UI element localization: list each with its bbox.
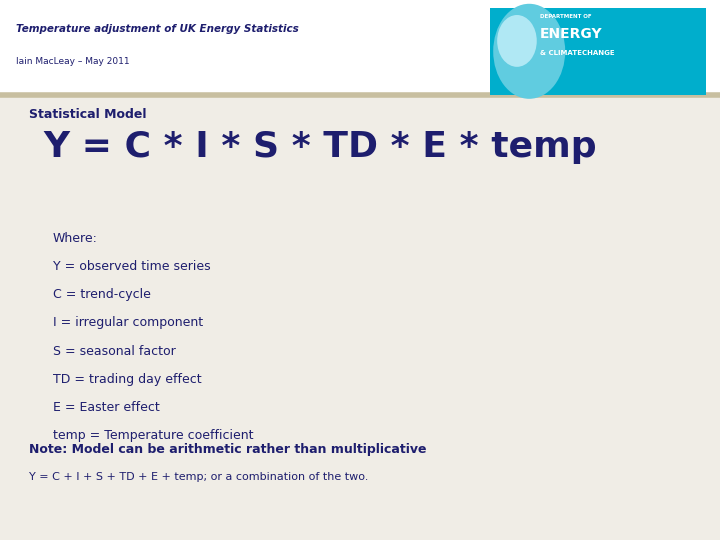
Ellipse shape [498, 15, 537, 67]
FancyBboxPatch shape [0, 0, 720, 94]
Text: Y = C + I + S + TD + E + temp; or a combination of the two.: Y = C + I + S + TD + E + temp; or a comb… [29, 472, 368, 483]
Text: & CLIMATECHANGE: & CLIMATECHANGE [540, 50, 615, 56]
Text: I = irregular component: I = irregular component [53, 316, 203, 329]
Text: E = Easter effect: E = Easter effect [53, 401, 159, 414]
Text: temp = Temperature coefficient: temp = Temperature coefficient [53, 429, 253, 442]
Text: C = trend-cycle: C = trend-cycle [53, 288, 150, 301]
Text: Y = C * I * S * TD * E * temp: Y = C * I * S * TD * E * temp [43, 130, 597, 164]
Text: DEPARTMENT OF: DEPARTMENT OF [540, 14, 592, 18]
Text: Iain MacLeay – May 2011: Iain MacLeay – May 2011 [16, 57, 130, 66]
Text: Note: Model can be arithmetic rather than multiplicative: Note: Model can be arithmetic rather tha… [29, 443, 426, 456]
Text: S = seasonal factor: S = seasonal factor [53, 345, 175, 357]
Text: Where:: Where: [53, 232, 97, 245]
FancyBboxPatch shape [490, 8, 706, 94]
Ellipse shape [493, 4, 565, 99]
FancyBboxPatch shape [0, 94, 720, 540]
Text: ENERGY: ENERGY [540, 27, 603, 41]
Text: Temperature adjustment of UK Energy Statistics: Temperature adjustment of UK Energy Stat… [16, 24, 299, 35]
Text: Y = observed time series: Y = observed time series [53, 260, 210, 273]
Text: TD = trading day effect: TD = trading day effect [53, 373, 201, 386]
Text: Statistical Model: Statistical Model [29, 108, 146, 121]
